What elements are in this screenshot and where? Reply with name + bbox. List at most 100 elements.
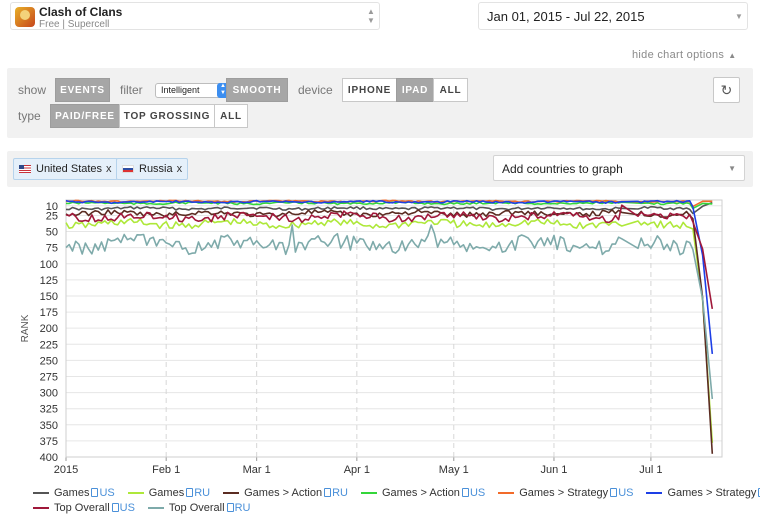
y-tick-label: 300 (40, 388, 58, 400)
legend-swatch (646, 491, 663, 494)
y-tick-label: 325 (40, 404, 58, 416)
series-line-games-us (65, 201, 713, 215)
legend-swatch (360, 491, 377, 494)
y-tick-label: 225 (40, 339, 58, 351)
ipad-icon (610, 488, 618, 497)
hide-chart-options-link[interactable]: hide chart options ▲ (632, 49, 736, 61)
legend-swatch (33, 491, 49, 494)
remove-country-button[interactable]: x (106, 163, 112, 175)
y-tick-label: 375 (40, 436, 58, 448)
chart-options-panel: show EVENTS filter Intelligent ▲ ▼ SMOOTH… (7, 68, 753, 138)
refresh-button[interactable]: ↻ (713, 77, 740, 103)
series-line-games-action-us (66, 201, 713, 210)
ipad-icon (461, 488, 469, 497)
series-line-top-overall-us (65, 204, 714, 310)
device-ipad-button[interactable]: IPAD (396, 78, 434, 102)
x-tick-label: May 1 (439, 464, 469, 476)
y-tick-label: 400 (40, 452, 58, 464)
app-selector[interactable]: Clash of Clans Free | Supercell ▲ ▼ (10, 2, 380, 30)
events-toggle[interactable]: EVENTS (55, 78, 110, 102)
smooth-toggle[interactable]: SMOOTH (226, 78, 288, 102)
app-subtitle: Free | Supercell (39, 19, 110, 29)
country-chip-ru[interactable]: Russia x (116, 158, 189, 180)
device-iphone-button[interactable]: IPHONE (342, 78, 397, 102)
legend-label: Top Overall (168, 501, 225, 514)
add-countries-dropdown[interactable]: Add countries to graph ▼ (493, 155, 745, 181)
y-tick-label: 125 (40, 275, 58, 287)
show-label: show (18, 83, 47, 97)
legend-country-code: US (119, 501, 135, 514)
ipad-icon (758, 488, 760, 497)
country-name: United States (36, 163, 103, 175)
legend-label: Top Overall (54, 501, 110, 514)
y-tick-label: 25 (46, 210, 58, 222)
x-tick-label: Jun 1 (540, 464, 567, 476)
x-tick-label: Jul 1 (639, 464, 662, 476)
legend-row: Top Overall US Top Overall RU (33, 500, 733, 515)
legend-country-code: US (99, 486, 115, 499)
legend-label: Games > Strategy (667, 486, 757, 499)
y-tick-label: 200 (40, 323, 58, 335)
app-icon (15, 7, 35, 27)
legend-item-games-strategy-us[interactable]: Games > Strategy US (498, 487, 633, 499)
refresh-icon: ↻ (720, 81, 733, 98)
legend-country-code: RU (234, 501, 251, 514)
ipad-icon (226, 503, 234, 512)
y-tick-label: 175 (40, 307, 58, 319)
legend-swatch (127, 491, 144, 494)
type-label: type (18, 109, 41, 123)
country-name: Russia (139, 163, 173, 175)
legend-item-games-us[interactable]: Games US (33, 487, 115, 499)
chevron-down-icon: ▼ (728, 164, 736, 173)
y-tick-label: 350 (40, 420, 58, 432)
type-paid-free-button[interactable]: PAID/FREE (50, 104, 120, 128)
legend-item-top-overall-us[interactable]: Top Overall US (33, 502, 135, 514)
app-title: Clash of Clans (39, 5, 123, 19)
ipad-icon (186, 488, 194, 497)
legend-item-games-strategy-ru[interactable]: Games > StrategyRU (646, 487, 760, 499)
legend-label: Games > Strategy (519, 486, 609, 499)
device-label: device (298, 83, 333, 97)
y-tick-label: 250 (40, 355, 58, 367)
series-line-games-action-ru (65, 209, 714, 454)
us-flag-icon (19, 165, 31, 173)
legend-country-code: RU (332, 486, 348, 499)
legend-label: Games (148, 486, 185, 499)
filter-label: filter (120, 83, 143, 97)
legend-item-games-action-ru[interactable]: Games > Action RU (223, 487, 348, 499)
hide-chart-options-label: hide chart options (632, 49, 725, 61)
series-line-top-overall-ru (65, 224, 714, 400)
y-tick-label: 50 (46, 227, 58, 239)
ipad-icon (324, 488, 332, 497)
series-line-games-strategy-ru (65, 199, 714, 354)
y-tick-label: 275 (40, 371, 58, 383)
remove-country-button[interactable]: x (176, 163, 183, 175)
type-top-grossing-button[interactable]: TOP GROSSING (119, 104, 215, 128)
legend-item-games-ru[interactable]: Games RU (127, 486, 211, 499)
chevron-down-icon[interactable]: ▼ (735, 11, 743, 21)
legend-country-code: RU (194, 486, 211, 499)
legend-label: Games > Action (381, 486, 460, 499)
y-tick-label: 100 (40, 259, 58, 271)
ipad-icon (91, 488, 99, 497)
x-tick-label: Apr 1 (344, 464, 370, 476)
legend-item-games-action-us[interactable]: Games > Action US (360, 486, 485, 499)
x-tick-label: Mar 1 (243, 464, 271, 476)
date-range-text: Jan 01, 2015 - Jul 22, 2015 (487, 9, 645, 24)
date-range-selector[interactable]: Jan 01, 2015 - Jul 22, 2015 ▼ (478, 2, 748, 30)
type-all-button[interactable]: ALL (214, 104, 248, 128)
chevron-down-icon[interactable]: ▲ ▼ (367, 7, 375, 25)
filter-select[interactable]: Intelligent ▲ ▼ (155, 83, 229, 98)
series-line-games-ru (65, 217, 714, 443)
ipad-icon (111, 503, 119, 512)
x-tick-label: 2015 (54, 464, 78, 476)
x-tick-label: Feb 1 (152, 464, 180, 476)
country-row: United States x Russia x Add countries t… (7, 151, 753, 187)
country-chip-us[interactable]: United States x (13, 158, 118, 180)
chevron-up-icon: ▲ (728, 51, 737, 60)
device-all-button[interactable]: ALL (433, 78, 468, 102)
chart-legend: Games US Games RU Games > Action RU Games > Ac… (33, 485, 760, 515)
y-tick-label: 75 (46, 243, 58, 255)
legend-item-top-overall-ru[interactable]: Top Overall RU (147, 501, 251, 514)
